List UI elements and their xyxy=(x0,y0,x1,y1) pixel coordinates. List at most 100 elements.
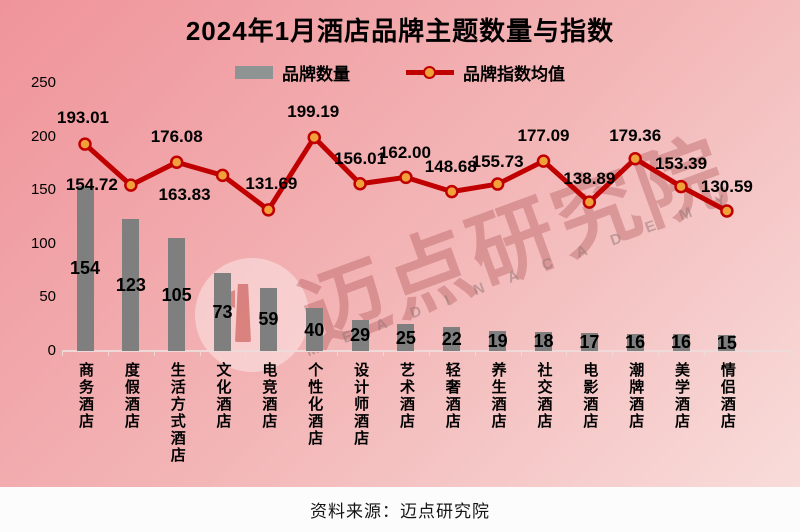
y-axis-label: 250 xyxy=(30,74,56,91)
point-value-label: 155.73 xyxy=(471,152,524,172)
bar-value-label: 22 xyxy=(441,329,462,350)
point-value-label: 153.39 xyxy=(655,153,708,173)
y-axis-label: 200 xyxy=(30,127,56,145)
line-marker xyxy=(353,177,367,191)
category-label: 电影酒店 xyxy=(581,362,599,430)
bar xyxy=(122,219,140,351)
bar-value-label: 17 xyxy=(579,331,600,352)
category-label: 潮牌酒店 xyxy=(627,362,645,430)
category-label: 电竞酒店 xyxy=(260,362,278,430)
bar-value-label: 16 xyxy=(671,332,692,353)
y-axis-label: 0 xyxy=(47,342,56,359)
meadin-logo-icon xyxy=(235,284,251,342)
bar-value-label: 15 xyxy=(716,332,737,353)
chart-plot-area: 迈点研究院 M E A D I N A C A D E M Y 2024年1月酒… xyxy=(0,0,800,487)
category-label: 社交酒店 xyxy=(535,362,553,430)
y-axis-label: 50 xyxy=(39,288,56,306)
bar-value-label: 16 xyxy=(625,332,646,353)
category-label: 度假酒店 xyxy=(122,362,140,430)
bar-value-label: 19 xyxy=(487,330,508,351)
bar-value-label: 40 xyxy=(304,319,325,340)
category-label: 情侣酒店 xyxy=(718,362,736,430)
axis-tick xyxy=(792,351,793,356)
axis-tick xyxy=(245,351,247,356)
axis-tick xyxy=(291,351,293,356)
legend: 品牌数量 品牌指数均值 xyxy=(0,60,800,85)
bar xyxy=(672,333,690,351)
axis-tick xyxy=(107,351,109,356)
point-value-label: 199.19 xyxy=(287,102,340,122)
bar xyxy=(305,308,323,351)
category-label: 设计师酒店 xyxy=(352,362,370,447)
source-bar: 资料来源：迈点研究院 xyxy=(0,487,800,532)
bar xyxy=(214,272,232,351)
line-marker xyxy=(169,155,184,169)
legend-item-bar-series: 品牌数量 xyxy=(235,60,350,85)
point-value-label: 156.01 xyxy=(334,148,387,168)
point-value-label: 131.69 xyxy=(245,173,298,193)
axis-tick xyxy=(382,351,384,356)
x-axis-line xyxy=(62,350,792,352)
bar-value-label: 25 xyxy=(395,327,416,348)
axis-tick xyxy=(566,351,568,356)
point-value-label: 154.72 xyxy=(65,175,118,195)
point-value-label: 162.00 xyxy=(378,143,431,163)
point-value-label: 179.36 xyxy=(609,125,662,145)
bar xyxy=(397,324,415,351)
line-series-swatch-icon xyxy=(406,65,454,79)
category-label: 养生酒店 xyxy=(489,362,507,430)
line-marker xyxy=(261,203,276,217)
axis-tick xyxy=(703,351,705,356)
chart-title: 2024年1月酒店品牌主题数量与指数 xyxy=(185,16,615,46)
line-marker xyxy=(490,177,505,191)
line-marker xyxy=(78,137,92,151)
category-label: 商务酒店 xyxy=(77,362,94,430)
point-value-label: 130.59 xyxy=(700,177,753,196)
bar xyxy=(580,332,598,351)
bar xyxy=(168,238,186,351)
category-label: 美学酒店 xyxy=(673,362,691,430)
legend-label: 品牌指数均值 xyxy=(463,65,565,84)
bar xyxy=(489,330,507,351)
y-axis-label: 150 xyxy=(30,181,56,199)
point-value-label: 138.89 xyxy=(563,169,616,189)
axis-tick xyxy=(62,351,63,356)
bar-value-label: 154 xyxy=(69,258,101,279)
bar-value-label: 123 xyxy=(115,275,146,296)
point-value-label: 148.68 xyxy=(424,156,477,176)
bar xyxy=(76,185,94,351)
category-label: 个性化酒店 xyxy=(306,362,324,447)
axis-tick xyxy=(428,351,430,356)
legend-item-line-series: 品牌指数均值 xyxy=(406,60,565,85)
category-label: 艺术酒店 xyxy=(397,362,415,430)
watermark-logo-circle xyxy=(195,258,309,372)
bar-value-label: 73 xyxy=(212,301,233,322)
category-label: 生活方式酒店 xyxy=(168,362,186,464)
axis-tick xyxy=(337,351,339,356)
axis-tick xyxy=(474,351,476,356)
legend-label: 品牌数量 xyxy=(282,65,350,84)
bar-value-label: 29 xyxy=(350,325,371,346)
line-marker xyxy=(445,184,459,199)
category-label: 轻奢酒店 xyxy=(443,362,461,430)
category-label: 文化酒店 xyxy=(214,362,232,430)
point-value-label: 177.09 xyxy=(517,126,570,146)
bar-value-label: 105 xyxy=(161,284,192,305)
axis-tick xyxy=(153,351,155,356)
bar xyxy=(535,331,552,351)
point-value-label: 163.83 xyxy=(158,185,211,205)
line-marker-icon xyxy=(423,65,436,79)
point-value-label: 193.01 xyxy=(57,108,109,128)
bar-series-swatch-icon xyxy=(235,66,273,79)
bar xyxy=(626,333,644,351)
axis-tick xyxy=(520,351,522,356)
point-value-label: 176.08 xyxy=(150,127,203,147)
axis-tick xyxy=(749,351,751,356)
bar-value-label: 59 xyxy=(258,309,279,330)
bar xyxy=(259,287,277,351)
axis-tick xyxy=(612,351,614,356)
bar xyxy=(718,334,736,351)
source-text: 资料来源：迈点研究院 xyxy=(310,502,490,521)
bar-value-label: 18 xyxy=(533,331,554,352)
